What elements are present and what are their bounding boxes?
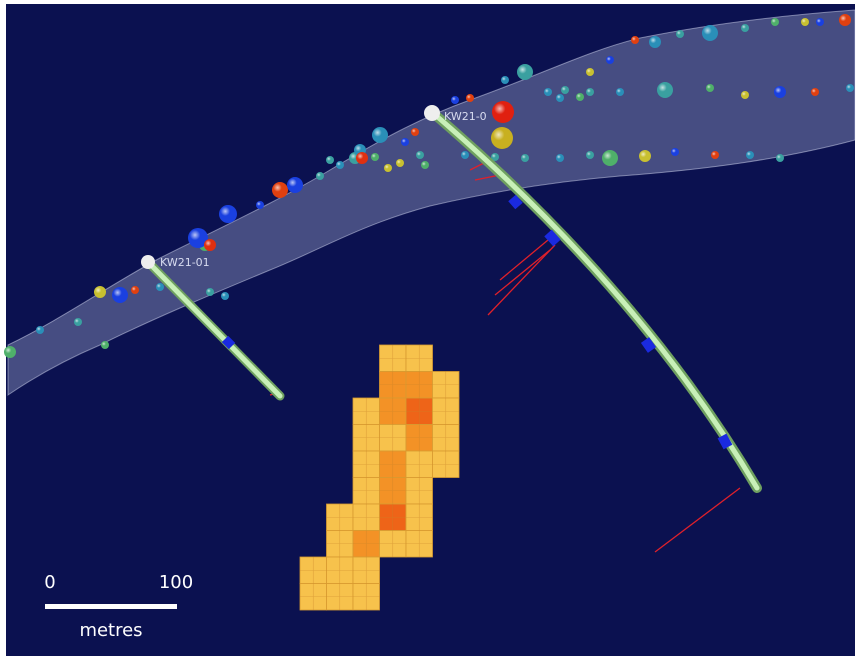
sphere-shine	[801, 18, 809, 26]
sphere-shine	[221, 292, 229, 300]
sphere-shine	[411, 128, 419, 136]
sphere-shine	[219, 205, 237, 223]
sphere-shine	[616, 88, 624, 96]
sphere-shine	[561, 86, 569, 94]
sphere-shine	[101, 341, 109, 349]
sphere-shine	[846, 84, 854, 92]
scale-line	[45, 604, 177, 609]
sphere-shine	[702, 25, 718, 41]
sphere-shine	[74, 318, 82, 326]
sphere-shine	[776, 154, 784, 162]
sphere-shine	[602, 150, 618, 166]
collar	[424, 105, 440, 121]
sphere-shine	[741, 91, 749, 99]
sphere-shine	[586, 88, 594, 96]
sphere-shine	[421, 161, 429, 169]
sphere-shine	[556, 94, 564, 102]
sphere-shine	[771, 18, 779, 26]
sphere-shine	[206, 288, 214, 296]
viewer: KW21-01 KW21-0 0 100 metres	[0, 0, 859, 659]
sphere-shine	[671, 148, 679, 156]
sphere-shine	[204, 239, 216, 251]
scale-end: 100	[159, 572, 193, 593]
sphere-shine	[586, 68, 594, 76]
sphere-shine	[649, 36, 661, 48]
sphere-shine	[287, 177, 303, 193]
sphere-shine	[131, 286, 139, 294]
sphere-shine	[451, 96, 459, 104]
collar	[141, 255, 155, 269]
sphere-shine	[576, 93, 584, 101]
sphere-shine	[711, 151, 719, 159]
sphere-shine	[517, 64, 533, 80]
sphere-shine	[774, 86, 786, 98]
sphere-shine	[461, 151, 469, 159]
sphere-shine	[521, 154, 529, 162]
sphere-shine	[746, 151, 754, 159]
sphere-shine	[326, 156, 334, 164]
sphere-shine	[372, 127, 388, 143]
sphere-shine	[256, 201, 264, 209]
sphere-shine	[839, 14, 851, 26]
sphere-shine	[112, 287, 128, 303]
sphere-shine	[36, 326, 44, 334]
scale-unit: metres	[79, 620, 142, 641]
sphere-shine	[706, 84, 714, 92]
drillhole-label: KW21-0	[444, 110, 487, 123]
sphere-shine	[316, 172, 324, 180]
sphere-shine	[156, 283, 164, 291]
sphere-shine	[384, 164, 392, 172]
sphere-shine	[356, 152, 368, 164]
sphere-shine	[94, 286, 106, 298]
sphere-shine	[556, 154, 564, 162]
sphere-shine	[371, 153, 379, 161]
sphere-shine	[491, 127, 513, 149]
sphere-shine	[639, 150, 651, 162]
sphere-shine	[816, 18, 824, 26]
sphere-shine	[272, 182, 288, 198]
sphere-shine	[396, 159, 404, 167]
scale-start: 0	[44, 572, 55, 593]
scene: KW21-01 KW21-0 0 100 metres	[0, 0, 859, 659]
sphere-shine	[416, 151, 424, 159]
sphere-shine	[501, 76, 509, 84]
sphere-shine	[676, 30, 684, 38]
sphere-shine	[586, 151, 594, 159]
sphere-shine	[401, 138, 409, 146]
sphere-shine	[741, 24, 749, 32]
sphere-shine	[657, 82, 673, 98]
sphere-shine	[4, 346, 16, 358]
sphere-shine	[492, 101, 514, 123]
drillhole-label: KW21-01	[160, 256, 210, 269]
sphere-shine	[544, 88, 552, 96]
sphere-shine	[336, 161, 344, 169]
sphere-shine	[811, 88, 819, 96]
sphere-shine	[631, 36, 639, 44]
sphere-shine	[466, 94, 474, 102]
interval	[225, 339, 232, 346]
sphere-shine	[606, 56, 614, 64]
